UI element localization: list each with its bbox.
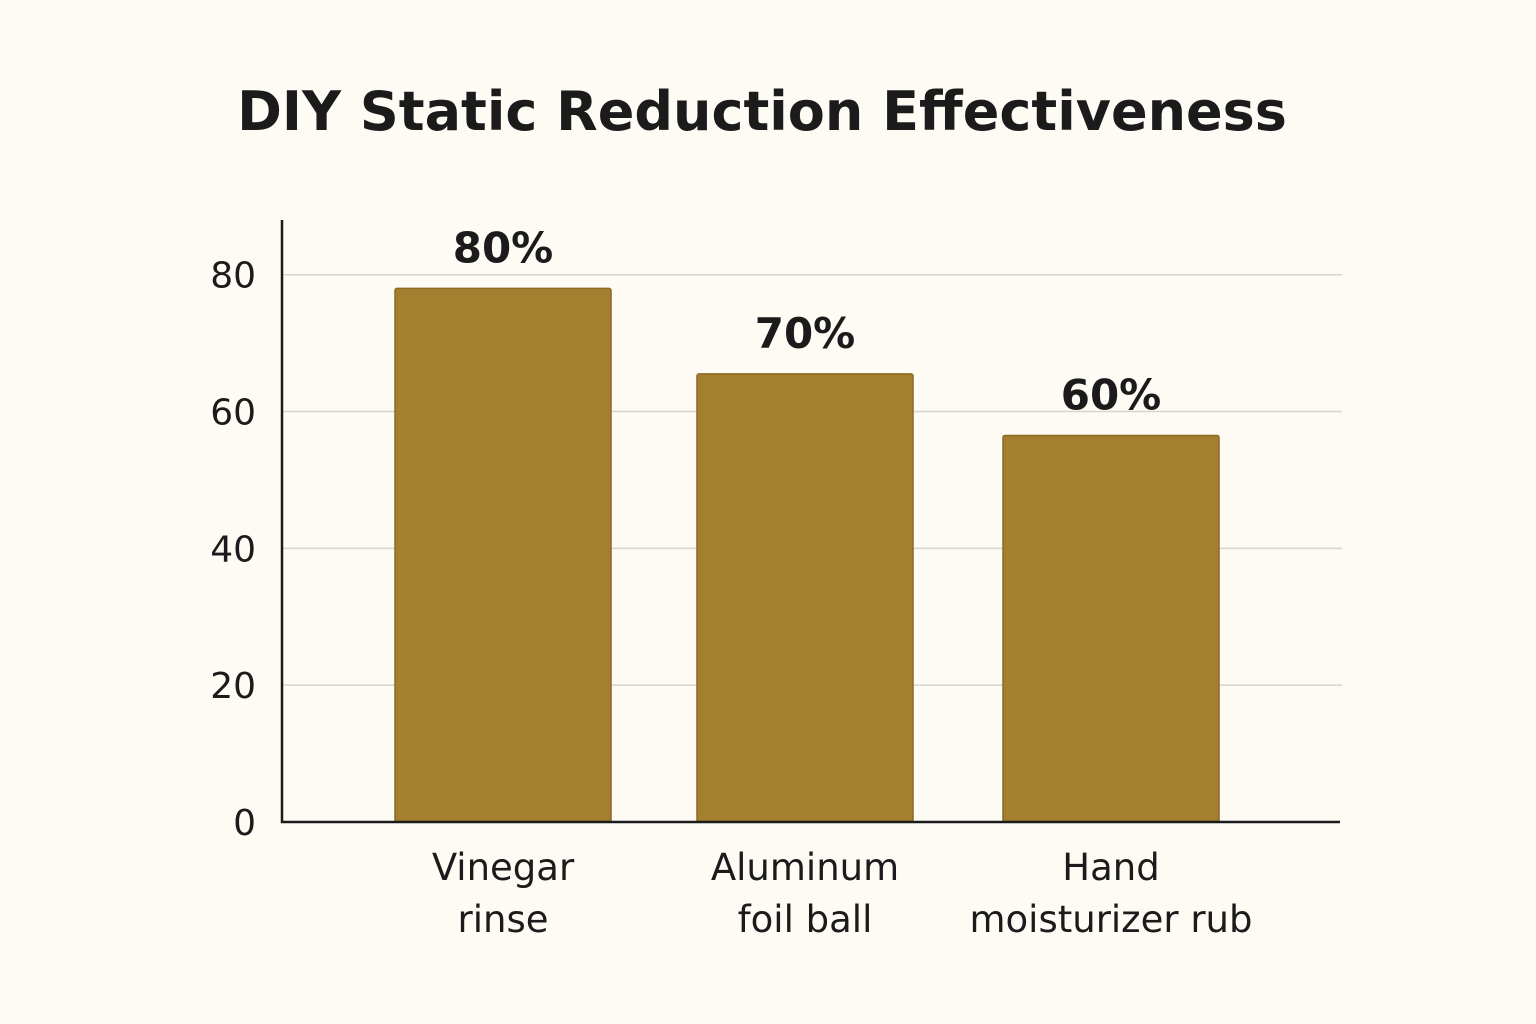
labels: 0 20 40 60 80 80% Vinegar rinse 70% Aluminum foil … [210, 223, 1252, 941]
category-label-0-line-1: rinse [458, 898, 549, 941]
category-label-1-line-0: Aluminum [711, 846, 899, 889]
y-tick-label-40: 40 [210, 529, 256, 570]
category-label-0-line-0: Vinegar [432, 846, 575, 889]
bar-2 [1002, 434, 1220, 823]
bar-0 [394, 287, 612, 823]
axes [280, 220, 1340, 824]
category-label-2-line-1: moisturizer rub [970, 898, 1253, 941]
chart-title: DIY Static Reduction Effectiveness [237, 80, 1287, 143]
data-label-1: 70% [755, 309, 856, 358]
data-label-2: 60% [1061, 370, 1162, 419]
bar-1 [696, 373, 914, 823]
y-tick-label-0: 0 [233, 803, 256, 844]
y-tick-label-20: 20 [210, 666, 256, 707]
bars [394, 287, 1220, 823]
y-tick-label-80: 80 [210, 256, 256, 297]
data-label-0: 80% [453, 223, 554, 272]
category-label-1-line-1: foil ball [738, 898, 873, 941]
y-tick-label-60: 60 [210, 393, 256, 434]
category-label-2-line-0: Hand [1062, 846, 1159, 889]
